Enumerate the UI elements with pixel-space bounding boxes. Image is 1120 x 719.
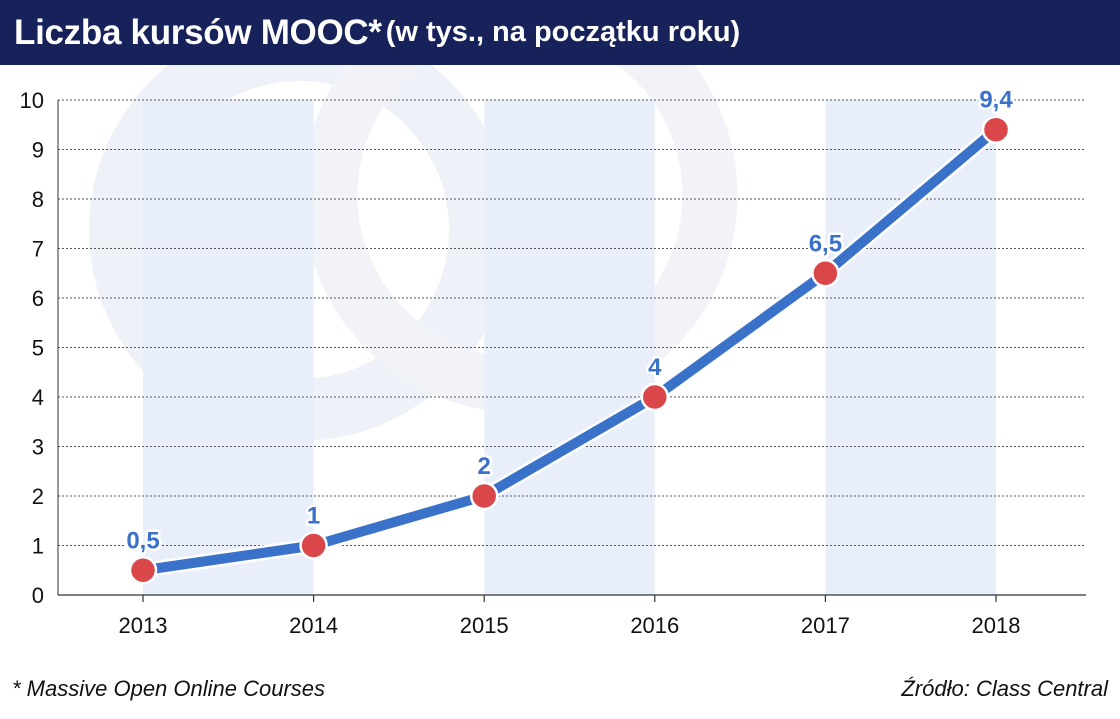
x-tick-label: 2018 [972, 613, 1021, 638]
column-bands [143, 100, 996, 595]
data-markers [128, 115, 1011, 585]
x-tick-label: 2014 [289, 613, 338, 638]
y-tick-label: 3 [32, 435, 44, 460]
chart-header: Liczba kursów MOOC* (w tys., na początku… [0, 0, 1120, 65]
source-note: Źródło: Class Central [901, 676, 1108, 701]
y-tick-label: 9 [32, 138, 44, 163]
line-chart: 0 1 2 3 4 5 6 7 8 9 10 2013 2014 2015 2016 2017 2018 0,… [20, 65, 1086, 638]
axes [57, 100, 1086, 602]
y-tick-label: 6 [32, 286, 44, 311]
y-tick-label: 1 [32, 534, 44, 559]
data-point [299, 531, 328, 560]
x-tick-label: 2017 [801, 613, 850, 638]
data-point [640, 382, 670, 412]
y-tick-label: 10 [20, 88, 44, 113]
series-line [135, 122, 1004, 578]
column-band [143, 100, 314, 595]
y-tick-label: 8 [32, 187, 44, 212]
y-tick-label: 5 [32, 336, 44, 361]
series-line-path [138, 124, 1001, 576]
y-tick-label: 0 [32, 583, 44, 608]
column-band [484, 100, 655, 595]
footnote: * Massive Open Online Courses [12, 676, 326, 701]
data-label: 6,5 [809, 230, 842, 257]
x-tick-labels: 2013 2014 2015 2016 2017 2018 [119, 613, 1021, 638]
data-label: 4 [648, 354, 662, 381]
data-point [811, 259, 840, 288]
x-tick-label: 2013 [119, 613, 168, 638]
data-point [469, 481, 499, 511]
data-point [981, 115, 1011, 144]
data-label: 0,5 [126, 527, 159, 554]
data-label: 1 [307, 503, 320, 530]
data-label: 2 [478, 453, 491, 480]
x-tick-label: 2015 [460, 613, 509, 638]
y-tick-label: 7 [32, 237, 44, 262]
chart-title: Liczba kursów MOOC* [14, 12, 382, 52]
x-tick-label: 2016 [630, 613, 679, 638]
data-labels: 0,5 1 2 4 6,5 9,4 [124, 84, 1016, 557]
data-point [128, 556, 158, 585]
y-tick-label: 4 [32, 385, 44, 410]
y-tick-labels: 0 1 2 3 4 5 6 7 8 9 10 [20, 88, 44, 608]
data-label: 9,4 [979, 87, 1013, 114]
chart-subtitle: (w tys., na początku roku) [385, 16, 741, 48]
y-tick-label: 2 [32, 484, 44, 509]
